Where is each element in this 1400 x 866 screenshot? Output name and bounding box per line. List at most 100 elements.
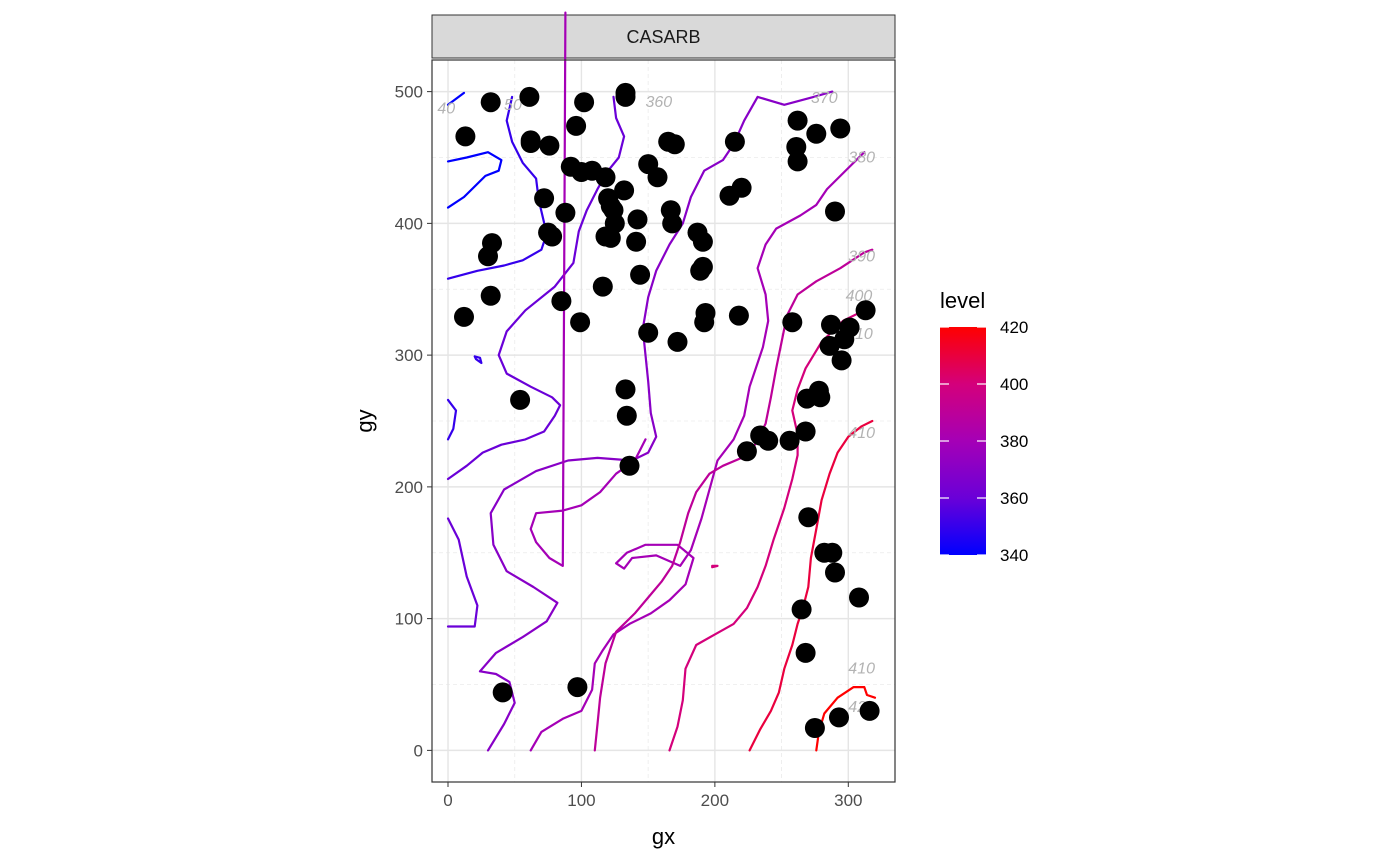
data-point	[830, 118, 851, 139]
data-point	[638, 322, 659, 343]
data-point	[839, 317, 860, 338]
contour-label: 380	[848, 149, 875, 166]
data-point	[736, 441, 757, 462]
data-point	[492, 682, 513, 703]
panel-border	[431, 59, 896, 783]
color-legend: level 340 360 380 400 420	[940, 288, 1028, 565]
x-tick-label: 200	[701, 791, 729, 810]
data-point	[795, 642, 816, 663]
data-point	[782, 312, 803, 333]
point-layer	[454, 82, 880, 738]
data-point	[480, 92, 501, 113]
data-point	[786, 137, 807, 157]
data-point	[454, 306, 474, 327]
data-point	[664, 134, 685, 155]
data-point	[647, 167, 668, 188]
contour-line	[446, 398, 458, 441]
contour-label: 410	[848, 425, 875, 442]
contour-line	[446, 91, 466, 106]
contour-line	[748, 419, 874, 752]
x-axis: 0 100 200 300	[443, 782, 862, 810]
data-point	[592, 276, 613, 297]
data-point	[615, 379, 636, 400]
data-point	[825, 562, 845, 583]
data-point	[779, 430, 800, 451]
y-axis-title: gy	[352, 409, 377, 432]
legend-tick-label: 400	[1000, 375, 1028, 394]
data-point	[728, 305, 749, 326]
contour-line	[711, 564, 719, 569]
data-point	[480, 285, 501, 306]
x-tick-label: 0	[443, 791, 452, 810]
data-point	[570, 312, 591, 333]
data-point	[615, 86, 636, 107]
data-point	[829, 707, 849, 728]
legend-tick-label: 360	[1000, 489, 1028, 508]
data-point	[574, 92, 595, 113]
x-tick-label: 100	[567, 791, 595, 810]
data-point	[821, 314, 841, 335]
data-point	[692, 231, 713, 252]
data-point	[667, 331, 688, 352]
data-point	[566, 115, 587, 136]
data-point	[560, 156, 581, 177]
data-point	[619, 455, 640, 476]
data-point	[724, 131, 745, 152]
contour-line	[446, 95, 548, 280]
data-point	[595, 167, 616, 188]
data-point	[731, 177, 752, 198]
data-point	[822, 542, 843, 563]
data-point	[825, 201, 845, 222]
data-point	[787, 110, 808, 131]
data-point	[627, 209, 648, 230]
data-point	[567, 677, 588, 698]
data-point	[859, 700, 880, 721]
y-axis: 0 100 200 300 400 500	[395, 83, 432, 760]
legend-ticks: 340 360 380 400 420	[940, 318, 1028, 565]
data-point	[795, 421, 816, 442]
data-point	[616, 405, 637, 426]
data-point	[555, 202, 576, 223]
data-point	[534, 188, 555, 209]
contour-label: 370	[811, 90, 838, 107]
facet-strip-label: CASARB	[626, 27, 700, 47]
data-point	[455, 126, 476, 147]
contour-line	[529, 151, 866, 752]
contour-label: 410	[848, 661, 875, 678]
x-axis-title: gx	[652, 824, 675, 849]
data-point	[662, 213, 683, 234]
data-point	[791, 599, 812, 620]
data-point	[626, 231, 647, 252]
y-tick-label: 400	[395, 214, 423, 233]
data-point	[600, 227, 621, 248]
y-tick-label: 0	[414, 741, 423, 760]
contour-line	[446, 151, 503, 209]
contour-label: 390	[848, 248, 875, 265]
data-point	[510, 389, 531, 410]
data-point	[539, 135, 560, 156]
contour-line	[668, 306, 874, 752]
data-point	[787, 151, 808, 172]
contour-line	[473, 355, 483, 365]
y-tick-label: 100	[395, 610, 423, 629]
data-point	[520, 130, 541, 151]
contour-line	[593, 248, 874, 752]
data-point	[831, 350, 852, 371]
data-point	[849, 587, 869, 608]
x-tick-label: 300	[834, 791, 862, 810]
data-point	[796, 388, 817, 409]
contour-label: 50	[504, 97, 522, 114]
contour-label: 40	[437, 101, 455, 118]
data-point	[519, 86, 540, 107]
y-tick-label: 500	[395, 83, 423, 102]
legend-tick-label: 380	[1000, 432, 1028, 451]
legend-title: level	[940, 288, 985, 313]
facet-strip	[431, 14, 896, 59]
data-point	[551, 291, 572, 312]
data-point	[694, 312, 715, 333]
data-point	[603, 200, 624, 221]
data-point	[614, 180, 635, 201]
data-point	[819, 335, 840, 356]
